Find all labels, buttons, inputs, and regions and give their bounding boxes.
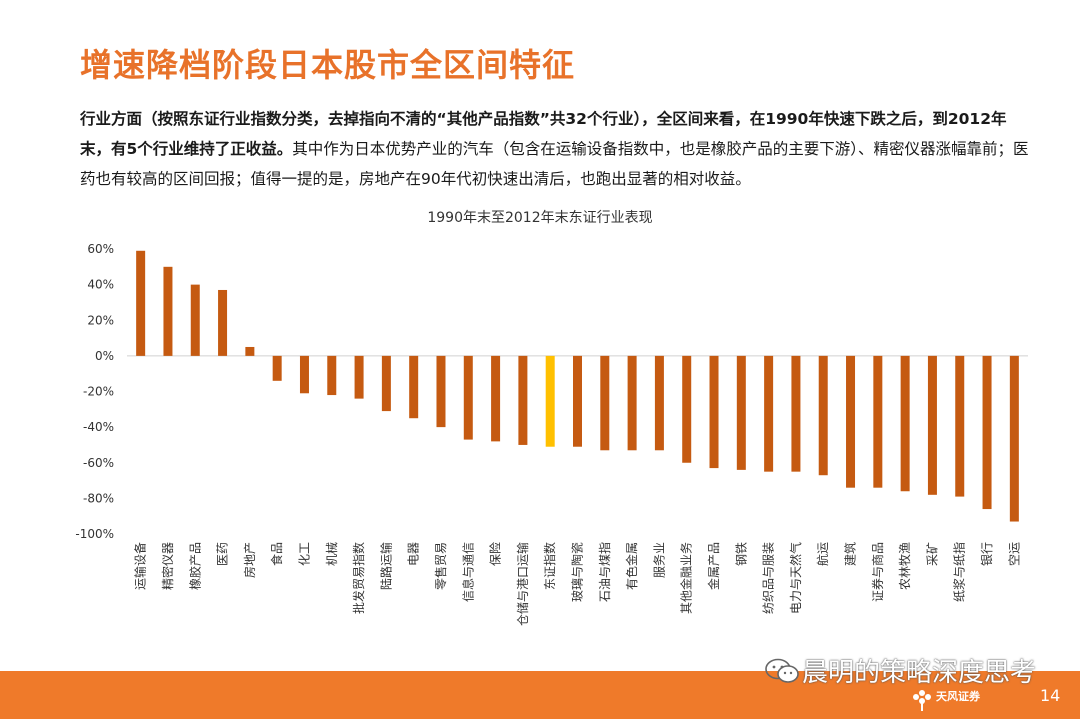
x-tick-label: 服务业 (651, 542, 666, 578)
body-paragraph: 行业方面（按照东证行业指数分类，去掉指向不清的“其他产品指数”共32个行业），全… (80, 104, 1030, 194)
x-tick-label: 农林牧渔 (898, 542, 912, 590)
x-tick-label: 机械 (324, 542, 339, 566)
y-tick-label: -100% (75, 527, 114, 541)
x-tick-label: 玻璃与陶瓷 (570, 542, 585, 602)
y-tick-label: -20% (83, 385, 114, 399)
bar (627, 355, 637, 451)
x-tick-label: 食品 (269, 542, 284, 566)
x-tick-label: 信息与通信 (460, 542, 475, 602)
page-number: 14 (1040, 686, 1061, 705)
y-tick-label: -40% (83, 420, 114, 434)
x-tick-label: 批发贸易指数 (351, 542, 366, 614)
bar (463, 355, 473, 440)
bar (791, 355, 801, 472)
x-tick-label: 陆路运输 (378, 542, 393, 590)
bar (354, 355, 364, 399)
paragraph-bold-part: 行业方面（按照东证行业指数分类，去掉指向不清的“其他产品指数”共32个行业），全… (80, 110, 1007, 158)
x-tick-label: 石油与煤指 (597, 542, 612, 602)
x-tick-label: 医药 (216, 542, 230, 566)
x-tick-label: 钢铁 (734, 542, 748, 566)
page-title: 增速降档阶段日本股市全区间特征 (80, 46, 576, 84)
x-tick-label: 房地产 (242, 542, 257, 578)
bar (982, 355, 992, 510)
bar (736, 355, 746, 470)
bar (218, 289, 228, 356)
bar (654, 355, 664, 451)
x-tick-label: 金属产品 (706, 542, 721, 590)
logo-text: 天风证券 (936, 690, 980, 703)
watermark-text: 晨明的策略深度思考 (802, 658, 1037, 688)
bar (818, 355, 828, 476)
x-tick-label: 有色金属 (624, 542, 639, 590)
x-tick-label: 东证指数 (542, 542, 557, 590)
bar (327, 355, 337, 396)
footer-bar (0, 671, 1080, 719)
bar (873, 355, 883, 488)
x-tick-label: 橡胶产品 (187, 542, 202, 590)
x-tick-label: 采矿 (925, 542, 939, 566)
x-tick-label: 证券与商品 (870, 542, 885, 602)
x-tick-label: 其他金融业务 (679, 542, 694, 614)
bar (491, 355, 501, 442)
x-tick-label: 仓储与港口运输 (515, 542, 530, 626)
x-tick-label: 纸浆与纸指 (952, 542, 967, 602)
bar (1009, 355, 1019, 522)
x-tick-label: 化工 (297, 542, 311, 566)
x-tick-label: 零售贸易 (433, 542, 448, 590)
y-tick-label: 20% (87, 313, 114, 327)
bar (900, 355, 910, 492)
tf-securities-logo-icon (913, 690, 931, 711)
bar (190, 284, 200, 356)
x-tick-label: 银行 (980, 542, 994, 566)
bar (764, 355, 774, 472)
paragraph-regular-part: 其中作为日本优势产业的汽车（包含在运输设备指数中，也是橡胶产品的主要下游）、精密… (80, 140, 1029, 188)
bar (299, 355, 309, 394)
x-tick-label: 建筑 (843, 542, 858, 566)
x-tick-label: 精密仪器 (160, 542, 175, 590)
bar (409, 355, 419, 419)
x-tick-label: 空运 (1007, 542, 1021, 566)
bar (381, 355, 391, 412)
wechat-icon (765, 658, 799, 683)
y-tick-label: 0% (95, 349, 114, 363)
bar (709, 355, 719, 469)
x-tick-label: 纺织品与服装 (762, 542, 776, 614)
bar (573, 355, 582, 447)
bar (163, 266, 173, 356)
industry-performance-bar-chart: 60% 40% 20% 0% -20% -40% -60% -80% -100% 运输设备 精密仪器… (75, 242, 1028, 626)
chart-title: 1990年末至2012年末东证行业表现 (427, 210, 653, 226)
y-tick-label: 60% (87, 242, 114, 256)
bar (518, 355, 528, 445)
bar (682, 355, 692, 463)
bar (245, 346, 255, 356)
bar (846, 355, 856, 488)
x-tick-label: 电器 (407, 542, 421, 566)
bar (272, 355, 282, 381)
y-tick-label: 40% (87, 278, 114, 292)
x-tick-label: 保险 (488, 542, 503, 566)
y-tick-label: -60% (83, 456, 114, 470)
bar (955, 355, 965, 497)
x-tick-label: 运输设备 (133, 542, 148, 590)
y-tick-label: -80% (83, 491, 114, 505)
bar (927, 355, 937, 495)
x-tick-label: 电力与天然气 (788, 542, 803, 614)
bar (545, 355, 555, 447)
bar (600, 355, 610, 451)
x-tick-label: 航运 (815, 542, 830, 566)
bar (436, 355, 446, 428)
bar (136, 250, 146, 356)
